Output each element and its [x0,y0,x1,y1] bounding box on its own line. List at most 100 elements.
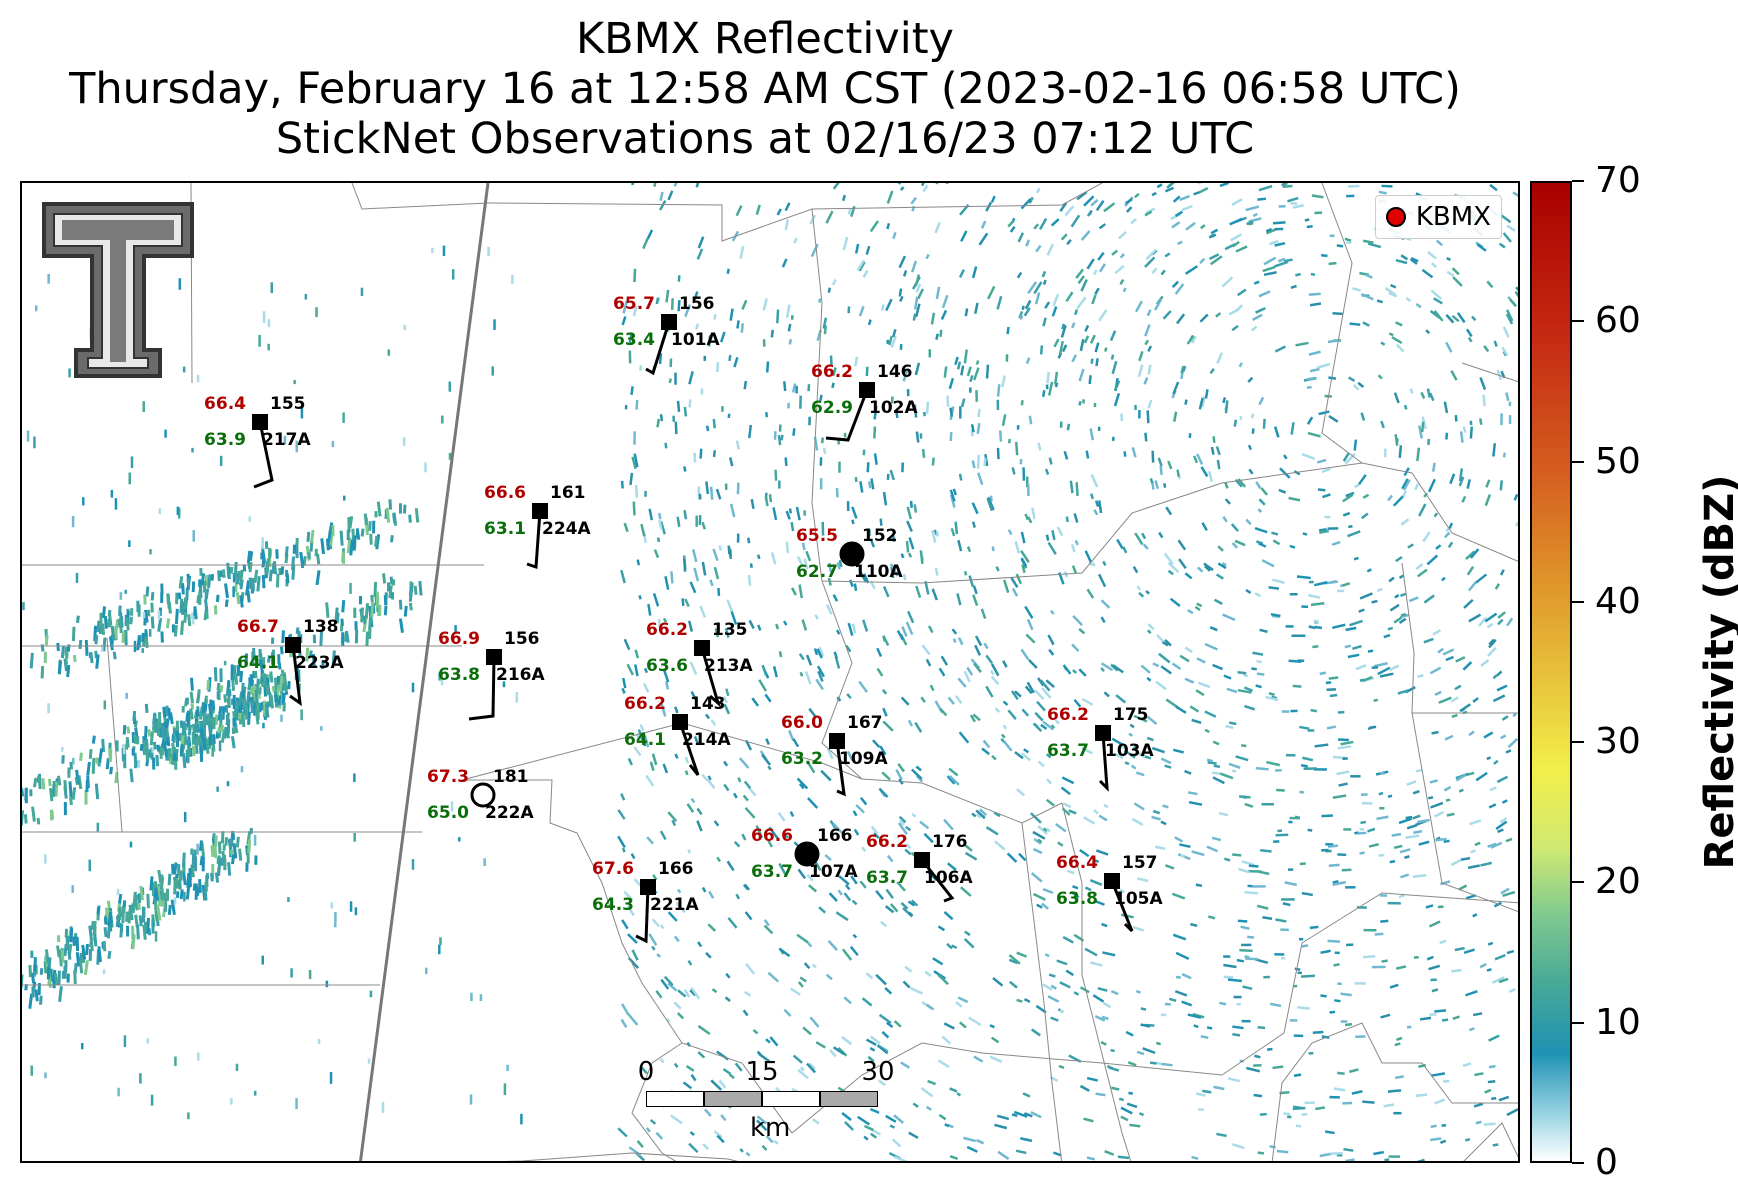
reflectivity-echo [899,819,905,826]
station-marker-102A[interactable] [859,382,875,398]
reflectivity-echo [632,501,636,516]
reflectivity-echo [1235,245,1248,253]
station-marker-110A[interactable] [839,541,865,567]
reflectivity-echo [844,884,851,891]
reflectivity-echo [1394,1042,1401,1047]
reflectivity-echo [1365,273,1373,279]
station-marker-101A[interactable] [661,314,677,330]
reflectivity-echo [1157,457,1163,467]
reflectivity-echo [68,781,73,798]
station-marker-223A[interactable] [285,637,301,653]
reflectivity-echo [948,767,959,777]
reflectivity-echo [1200,1035,1209,1040]
station-marker-217A[interactable] [252,414,268,430]
colorbar-tick-mark [1572,600,1584,603]
reflectivity-echo [829,820,837,829]
reflectivity-echo [1013,1110,1028,1118]
station-marker-213A[interactable] [694,640,710,656]
reflectivity-echo [1086,1156,1095,1161]
reflectivity-echo [963,349,968,364]
reflectivity-echo [1111,360,1118,375]
reflectivity-echo [1394,1075,1404,1080]
reflectivity-echo [673,1062,679,1068]
reflectivity-echo [231,678,236,691]
reflectivity-echo [632,305,638,317]
county-line [462,779,1518,1134]
reflectivity-echo [858,569,868,583]
reflectivity-echo [827,287,832,293]
reflectivity-echo [1160,820,1167,826]
reflectivity-echo [935,286,941,300]
reflectivity-echo [175,730,180,742]
reflectivity-echo [1469,819,1482,826]
reflectivity-echo [676,888,682,894]
station-marker-214A[interactable] [672,714,688,730]
reflectivity-echo [952,488,958,496]
reflectivity-echo [1161,1062,1173,1067]
reflectivity-echo [850,875,858,885]
reflectivity-echo [311,653,316,667]
station-marker-222A[interactable] [470,782,496,808]
reflectivity-echo [302,556,307,567]
reflectivity-echo [1089,334,1096,344]
reflectivity-echo [84,639,89,656]
station-marker-224A[interactable] [532,503,548,519]
reflectivity-echo [36,775,41,783]
reflectivity-echo [776,208,782,216]
reflectivity-echo [1048,457,1053,465]
station-marker-107A[interactable] [794,841,820,867]
station-marker-109A[interactable] [829,733,845,749]
reflectivity-echo [859,481,864,493]
reflectivity-echo [808,707,817,718]
station-marker-216A[interactable] [486,649,502,665]
reflectivity-echo [778,862,787,876]
reflectivity-echo [1084,550,1093,563]
reflectivity-echo [1023,307,1031,317]
reflectivity-echo [1467,581,1477,592]
reflectivity-echo [617,835,626,849]
reflectivity-echo [1097,500,1103,514]
reflectivity-echo [51,783,56,798]
reflectivity-echo [69,797,73,806]
scale-segment [820,1091,878,1107]
reflectivity-echo [990,1036,1000,1044]
reflectivity-echo [194,721,199,733]
reflectivity-echo [1486,756,1492,761]
reflectivity-echo [1050,218,1060,227]
station-marker-105A[interactable] [1104,873,1120,889]
reflectivity-echo [143,609,149,623]
radar-map[interactable]: 65.7 63.4 156 101A 66.2 62.9 146 102A 66.4 63.9 15… [20,181,1520,1163]
reflectivity-echo [631,949,639,961]
reflectivity-echo [790,522,795,532]
reflectivity-echo [165,705,170,717]
station-marker-106A[interactable] [914,852,930,868]
colorbar-tick-mark [1572,180,1584,182]
reflectivity-echo [1454,946,1465,952]
reflectivity-echo [1417,818,1430,824]
reflectivity-echo [1206,1026,1213,1030]
reflectivity-echo [688,371,694,385]
station-marker-221A[interactable] [640,879,656,895]
reflectivity-echo [1252,651,1264,656]
reflectivity-echo [1459,431,1464,443]
reflectivity-echo [1331,540,1341,546]
reflectivity-echo [245,690,251,706]
reflectivity-echo [1493,340,1498,347]
reflectivity-echo [47,778,52,787]
reflectivity-echo [785,541,790,554]
reflectivity-echo [1222,515,1228,523]
reflectivity-echo [806,1062,817,1074]
chart-title: KBMX Reflectivity [575,14,954,64]
reflectivity-echo [1151,815,1161,821]
reflectivity-echo [78,960,84,974]
reflectivity-echo [1223,963,1237,969]
reflectivity-echo [1060,233,1068,241]
station-marker-103A[interactable] [1095,725,1111,741]
reflectivity-echo [849,945,859,957]
reflectivity-echo [1251,428,1255,434]
reflectivity-echo [1199,257,1206,265]
reflectivity-echo [1036,903,1043,909]
reflectivity-echo [244,653,249,667]
reflectivity-echo [1482,394,1486,407]
reflectivity-echo [1101,1015,1109,1021]
